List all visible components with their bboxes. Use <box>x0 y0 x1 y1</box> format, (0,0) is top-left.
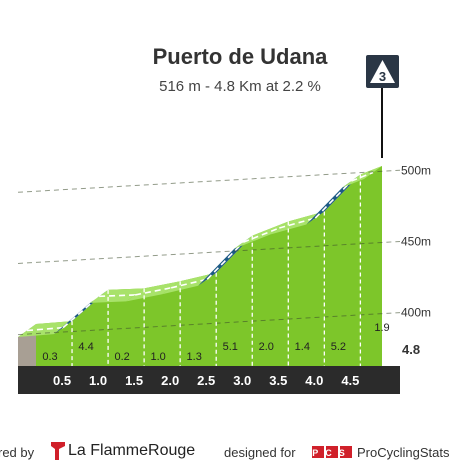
pcs-badge-text: PCS <box>312 448 352 458</box>
gradient-label-3: 0.2 <box>114 351 129 363</box>
gradient-label-8: 1.4 <box>295 341 310 353</box>
footer-brand[interactable]: La FlammeRouge <box>68 442 196 459</box>
base-altitude-label: 4.8 <box>402 342 420 357</box>
gradient-label-2: 4.4 <box>78 341 93 353</box>
altitude-gridline-500 <box>17 169 401 193</box>
km-label-2: 2.0 <box>161 373 179 388</box>
climb-stats: 516 m - 4.8 Km at 2.2 % <box>159 78 321 95</box>
footer-powered-by: red by <box>0 445 35 460</box>
segment-centerline-10 <box>351 171 374 182</box>
altitude-label-400: 400m <box>401 306 431 320</box>
profile-face <box>36 166 382 366</box>
profile-base-band <box>18 366 400 394</box>
gradient-label-10: 1.9 <box>374 322 389 334</box>
km-label-4: 4.0 <box>305 373 323 388</box>
km-label-1.5: 1.5 <box>125 373 143 388</box>
km-label-2.5: 2.5 <box>197 373 215 388</box>
segment-centerline-3 <box>99 294 136 298</box>
segment-centerline-5 <box>170 278 208 289</box>
profile-layer <box>18 166 400 394</box>
altitude-gridline-450 <box>17 240 401 264</box>
segment-centerline-7 <box>242 227 280 243</box>
segment-top-5 <box>162 272 217 295</box>
category-badge: 3 <box>366 55 399 88</box>
gradient-label-9: 5.2 <box>331 341 346 353</box>
km-label-3: 3.0 <box>233 373 251 388</box>
flamme-rouge-logo-icon <box>51 442 65 460</box>
segment-top-1 <box>18 321 73 337</box>
altitude-gridline-400 <box>17 312 401 336</box>
altitude-grid <box>17 169 401 366</box>
altitude-label-500: 500m <box>401 163 431 177</box>
climb-title: Puerto de Udana <box>153 44 329 69</box>
category-number: 3 <box>379 69 386 84</box>
category-triangle-icon <box>370 60 395 83</box>
km-label-3.5: 3.5 <box>269 373 287 388</box>
km-label-0.5: 0.5 <box>53 373 71 388</box>
segment-centerline-1 <box>26 326 64 332</box>
gradient-label-6: 5.1 <box>223 341 238 353</box>
km-label-4.5: 4.5 <box>341 373 359 388</box>
altitude-label-450: 450m <box>401 234 431 248</box>
footer-designed-for: designed for <box>224 445 296 460</box>
km-label-1: 1.0 <box>89 373 107 388</box>
segment-centerline-2 <box>62 295 100 329</box>
segment-centerline-8 <box>279 217 316 229</box>
segment-centerline-6 <box>206 241 244 280</box>
segment-top-4 <box>126 281 181 302</box>
label-layer: 400m 450m 500m 0.5 1.0 1.5 2.0 2.5 3.0 3.5 4.0 4.5 0… <box>42 163 431 388</box>
segment-centerline-4 <box>134 287 172 296</box>
segment-top-8 <box>270 211 325 235</box>
gradient-label-4: 1.0 <box>150 351 165 363</box>
footer: red by La FlammeRouge designed for PCS P… <box>0 437 455 467</box>
segment-centerline-9 <box>314 180 352 219</box>
footer-pcs-name[interactable]: ProCyclingStats <box>357 445 450 460</box>
gradient-label-7: 2.0 <box>259 341 274 353</box>
segment-top-3 <box>90 288 145 303</box>
segment-top-7 <box>234 221 289 249</box>
pcs-logo-icon: PCS <box>312 446 352 458</box>
gradient-label-1: 0.3 <box>42 351 57 363</box>
gradient-label-5: 1.3 <box>187 351 202 363</box>
